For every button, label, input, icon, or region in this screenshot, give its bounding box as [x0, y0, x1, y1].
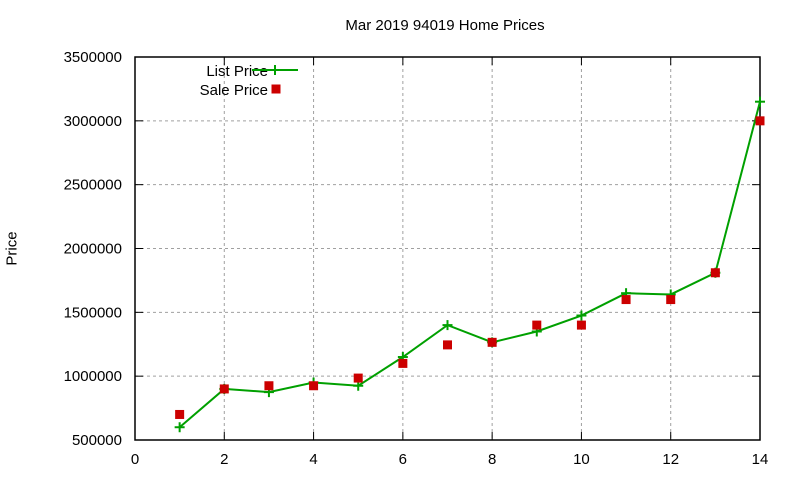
legend: List Price Sale Price — [200, 63, 298, 99]
legend-label: Sale Price — [200, 82, 268, 99]
grid-lines — [135, 57, 760, 440]
x-tick-label: 4 — [309, 451, 317, 468]
y-tick-label: 1000000 — [64, 368, 122, 385]
y-tick-label: 2000000 — [64, 241, 122, 258]
x-tick-label: 14 — [752, 451, 769, 468]
x-tick-label: 12 — [662, 451, 679, 468]
y-tick-label: 500000 — [72, 432, 122, 449]
x-axis-ticks: 0 2 4 6 8 10 12 14 — [131, 57, 769, 468]
x-tick-label: 0 — [131, 451, 139, 468]
y-tick-label: 3500000 — [64, 49, 122, 66]
data-series — [174, 96, 765, 433]
y-axis-ticks: 500000 1000000 1500000 2000000 2500000 300000… — [64, 49, 760, 449]
x-tick-label: 2 — [220, 451, 228, 468]
x-tick-label: 8 — [488, 451, 496, 468]
y-tick-label: 2500000 — [64, 177, 122, 194]
y-tick-label: 1500000 — [64, 304, 122, 321]
legend-label: List Price — [206, 63, 268, 80]
x-tick-label: 6 — [399, 451, 407, 468]
y-tick-label: 3000000 — [64, 113, 122, 130]
x-tick-label: 10 — [573, 451, 590, 468]
chart-title: Mar 2019 94019 Home Prices — [345, 17, 545, 34]
series-sale-price — [175, 116, 765, 419]
series-list-price — [174, 96, 765, 433]
